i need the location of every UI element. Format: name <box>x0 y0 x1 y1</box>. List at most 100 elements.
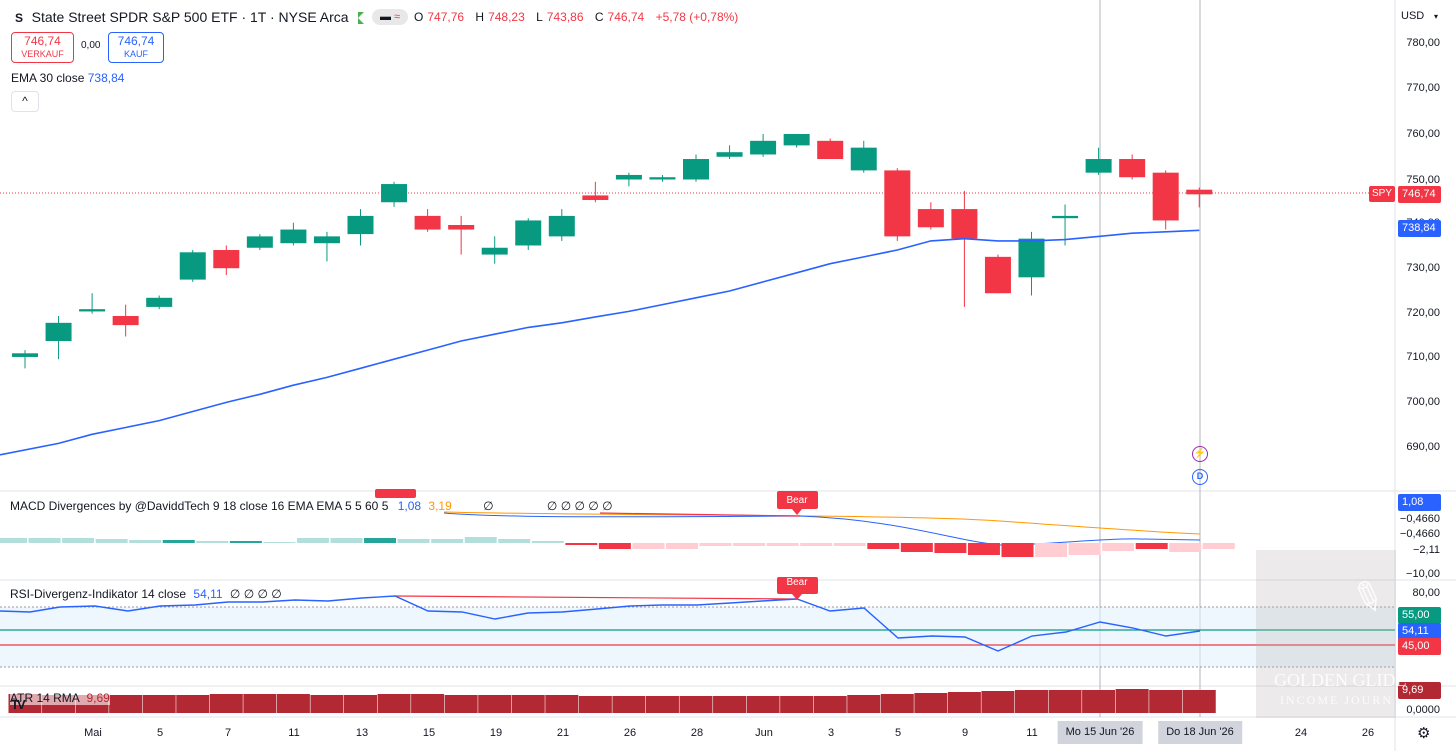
price-tick: 710,00 <box>1406 351 1440 363</box>
candle-body <box>280 229 307 244</box>
candle-body <box>1186 189 1213 195</box>
symbol-logo-icon: S <box>12 11 26 25</box>
ema-legend[interactable]: EMA 30 close 738,84 <box>11 71 125 85</box>
rsi-pane[interactable]: Bear <box>0 577 1395 668</box>
close-value: 746,74 <box>607 10 645 24</box>
candle-body <box>683 159 709 180</box>
atr-bar <box>243 694 277 713</box>
candle-body <box>1152 172 1179 221</box>
candle-body <box>984 256 1011 294</box>
atr-bar <box>142 695 176 713</box>
candle-body <box>213 250 240 269</box>
atr-bar <box>1082 690 1116 713</box>
macd-histogram <box>0 537 1235 557</box>
candle-body <box>1052 215 1079 219</box>
macd-hist-bar <box>330 538 363 543</box>
candle-body <box>112 316 139 326</box>
atr-bar <box>813 696 847 713</box>
crosshair-date-1: Mo 15 Jun '26 <box>1057 721 1143 744</box>
time-tick: 28 <box>690 727 704 739</box>
macd-pane[interactable]: Bear <box>0 489 1235 557</box>
price-tick: 780,00 <box>1406 37 1440 49</box>
candle-body <box>448 225 475 230</box>
atr-value-tag: 9,69 <box>1398 682 1441 699</box>
atr-bar <box>478 695 512 713</box>
candle-body <box>850 147 877 171</box>
currency-selector[interactable]: USD <box>1401 10 1425 22</box>
macd-hist-bar <box>0 538 27 543</box>
atr-bar <box>176 695 210 713</box>
macd-tick: −10,00 <box>1406 568 1440 580</box>
chevron-down-icon[interactable]: ▾ <box>1434 12 1439 21</box>
macd-hist-bar <box>263 542 296 543</box>
candle-body <box>246 236 273 248</box>
macd-hist-bar <box>28 538 61 543</box>
last-price-tag: 746,74 <box>1398 186 1441 203</box>
time-tick: 3 <box>827 727 835 739</box>
atr-bar <box>310 695 344 713</box>
rsi-legend[interactable]: RSI-Divergenz-Indikator 14 close 54,11 ∅… <box>10 587 282 601</box>
atr-pane[interactable] <box>8 689 1216 713</box>
rsi-band <box>0 607 1395 667</box>
atr-bar <box>1048 690 1082 713</box>
candle-body <box>414 215 441 230</box>
macd-hist-bar <box>498 539 531 543</box>
macd-hist-bar <box>867 543 900 549</box>
atr-bar <box>1115 689 1149 713</box>
macd-hist-bar <box>733 543 766 546</box>
sell-button[interactable]: 746,74 VERKAUF <box>11 32 74 63</box>
atr-bar <box>746 696 780 713</box>
watermark-logo: ✎ GOLDEN GLIDE INCOME JOURN <box>1256 550 1406 718</box>
symbol-tag: SPY <box>1369 186 1395 202</box>
macd-hist-bar <box>129 540 162 543</box>
symbol-title[interactable]: State Street SPDR S&P 500 ETF · 1T · NYS… <box>31 9 349 25</box>
atr-bar <box>276 694 310 713</box>
macd-legend[interactable]: MACD Divergences by @DaviddTech 9 18 clo… <box>10 499 613 513</box>
candle-body <box>1119 159 1146 178</box>
atr-legend[interactable]: ATR 14 RMA 9,69 <box>10 691 110 705</box>
buy-button[interactable]: 746,74 KAUF <box>108 32 164 63</box>
price-tick: 760,00 <box>1406 128 1440 140</box>
atr-bar <box>109 695 143 713</box>
candle-body <box>381 184 408 203</box>
tradingview-logo-icon[interactable]: TV <box>11 697 26 712</box>
dividend-icon[interactable]: D <box>1192 469 1208 485</box>
lightning-icon[interactable]: ⚡ <box>1192 446 1208 462</box>
atr-bar <box>713 696 747 713</box>
candle-body <box>313 236 340 244</box>
rsi-divergence-line <box>394 595 798 600</box>
candle-body <box>45 322 72 342</box>
candle-body <box>12 353 38 357</box>
candle-body <box>1018 238 1045 278</box>
macd-bear-label-2 <box>375 489 416 498</box>
candle-body <box>917 209 944 228</box>
time-tick: 26 <box>1361 727 1375 739</box>
macd-hist-bar <box>364 538 397 543</box>
chart-style-toggle[interactable]: ▬ ≈ <box>372 9 408 25</box>
candle-body <box>582 195 609 200</box>
high-value: 748,23 <box>488 10 525 24</box>
time-tick: 9 <box>961 727 969 739</box>
rsi-upper-tag: 55,00 <box>1398 607 1441 624</box>
atr-bar <box>209 694 243 713</box>
atr-bar <box>578 696 612 713</box>
collapse-chevron-icon[interactable]: ^ <box>11 91 39 112</box>
candlestick-series <box>12 134 1213 369</box>
flag-icon[interactable] <box>358 12 365 24</box>
candle-body <box>481 247 508 255</box>
macd-bear-label: Bear <box>777 491 818 515</box>
atr-bar <box>411 694 445 713</box>
symbol-header[interactable]: S State Street SPDR S&P 500 ETF · 1T · N… <box>12 9 365 25</box>
atr-bar <box>1182 690 1216 713</box>
time-tick: 11 <box>1026 727 1038 739</box>
macd-hist-bar <box>766 543 799 546</box>
settings-gear-icon[interactable]: ⚙ <box>1417 725 1431 742</box>
macd-hist-bar <box>1169 543 1202 552</box>
atr-bar <box>377 694 411 713</box>
macd-hist-bar <box>229 541 262 543</box>
candle-body <box>750 140 777 155</box>
macd-signal-line <box>443 511 1201 535</box>
price-tick: 690,00 <box>1406 441 1440 453</box>
macd-hist-bar <box>1068 543 1101 555</box>
